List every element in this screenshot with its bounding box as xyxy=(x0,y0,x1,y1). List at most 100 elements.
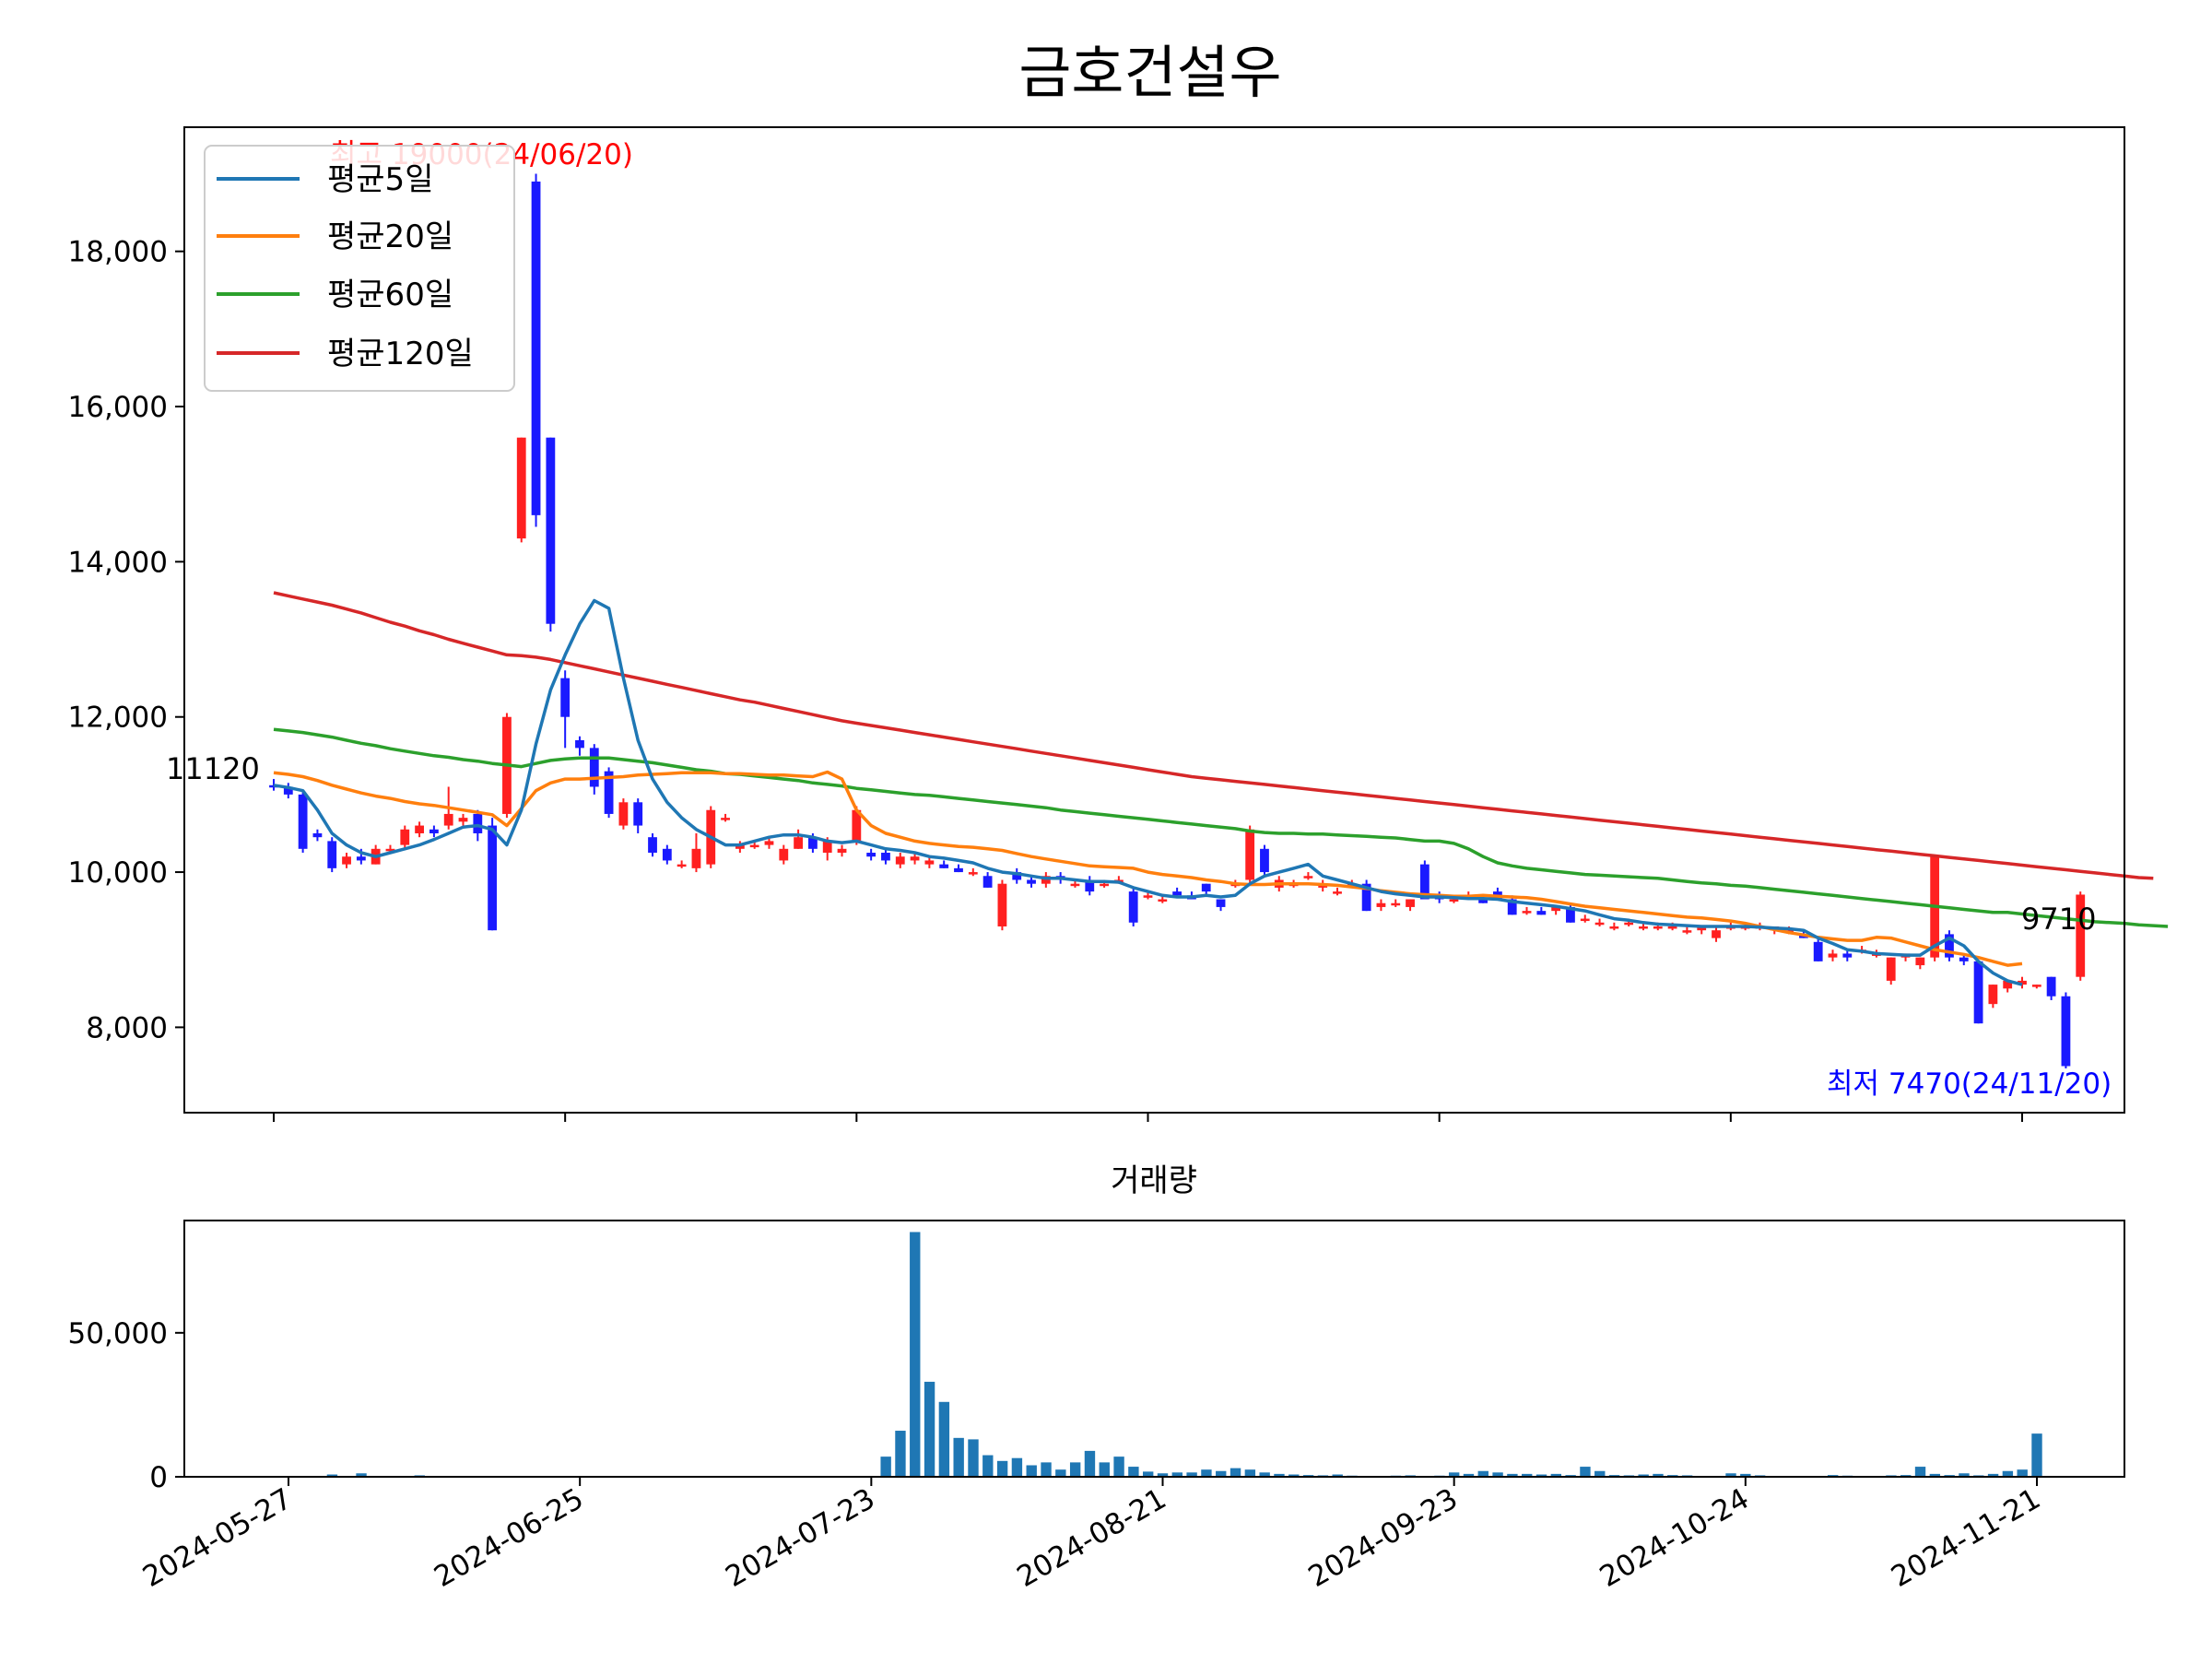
candle-body xyxy=(458,818,468,822)
volume-bar xyxy=(1244,1469,1256,1477)
price-x-axis-ticks xyxy=(273,1113,2023,1122)
volume-x-axis: 2024-05-27 2024-06-25 2024-07-23 2024-08-21… xyxy=(137,1477,2046,1594)
volume-bar xyxy=(2017,1469,2028,1477)
volume-bar xyxy=(1026,1465,1037,1477)
candle-body xyxy=(1886,957,1896,981)
date-tick-label: 2024-08-21 xyxy=(1011,1482,1171,1594)
candle-body xyxy=(1449,899,1459,902)
volume-bar xyxy=(1463,1473,1475,1477)
candle-body xyxy=(1580,918,1590,922)
candle-body xyxy=(1070,883,1080,887)
date-tick-label: 2024-06-25 xyxy=(429,1482,589,1594)
candle-body xyxy=(997,883,1007,926)
candle-body xyxy=(516,437,526,539)
candle-body xyxy=(1478,899,1488,903)
date-tick-label: 2024-05-27 xyxy=(137,1482,298,1594)
volume-y-tick-label: 50,000 xyxy=(68,1317,168,1350)
candle-body xyxy=(1391,902,1401,906)
candle-body xyxy=(1639,926,1648,929)
moving-average-lines xyxy=(273,591,2169,986)
volume-bar xyxy=(1274,1473,1285,1477)
candle-body xyxy=(968,872,978,875)
candle-body xyxy=(1697,926,1707,931)
candle-body xyxy=(1143,895,1153,898)
candle-body xyxy=(662,848,672,861)
volume-bar xyxy=(1535,1474,1547,1477)
candle-body xyxy=(1333,891,1342,894)
volume-bar xyxy=(910,1232,921,1477)
chart-title: 금호건설우 xyxy=(1018,39,1281,106)
volume-bar xyxy=(2031,1433,2042,1477)
candle-body xyxy=(1027,879,1036,884)
candle-body xyxy=(1712,930,1721,938)
legend-label-ma120: 평균120일 xyxy=(327,336,474,372)
first-close-label: 11120 xyxy=(166,751,260,786)
volume-bar xyxy=(1332,1474,1343,1477)
candle-body xyxy=(531,181,541,515)
candle-body xyxy=(327,841,337,868)
candle-body xyxy=(1201,883,1211,892)
candle-body xyxy=(429,829,439,833)
price-y-tick-label: 12,000 xyxy=(68,702,168,735)
candle-body xyxy=(1100,883,1109,887)
candle-body xyxy=(312,832,323,838)
date-tick-label: 2024-09-23 xyxy=(1303,1482,1464,1594)
volume-bar xyxy=(1580,1467,1591,1477)
volume-bar xyxy=(1011,1457,1023,1477)
candle-body xyxy=(1216,899,1226,907)
volume-bar xyxy=(1725,1473,1736,1477)
date-tick-label: 2024-07-23 xyxy=(720,1482,880,1594)
candle-body xyxy=(735,844,745,849)
volume-plot-frame xyxy=(183,1220,2125,1478)
candle-body xyxy=(1624,922,1634,926)
price-y-tick-label: 8,000 xyxy=(86,1011,168,1044)
volume-bar xyxy=(1055,1469,1066,1477)
candle-body xyxy=(1551,906,1561,912)
volume-bar xyxy=(356,1473,367,1477)
volume-bar xyxy=(1448,1472,1460,1477)
volume-bar xyxy=(1128,1467,1139,1477)
candle-body xyxy=(1536,911,1547,915)
candle-body xyxy=(1653,926,1663,929)
candle-body xyxy=(560,678,571,717)
candle-body xyxy=(1507,899,1517,915)
candle-body xyxy=(298,794,308,849)
candle-body xyxy=(546,437,556,624)
volume-bar xyxy=(895,1431,906,1477)
price-y-tick-label: 18,000 xyxy=(68,236,168,269)
line-ma120 xyxy=(273,591,2154,880)
candle-body xyxy=(808,837,818,849)
candle-body xyxy=(443,813,453,826)
volume-bar xyxy=(1638,1474,1649,1477)
price-y-axis: 8,000 10,000 12,000 14,000 16,000 18,000 xyxy=(68,236,184,1044)
volume-bar xyxy=(996,1460,1008,1477)
candle-body xyxy=(1973,961,1983,1024)
volume-bar xyxy=(1143,1471,1154,1477)
candle-body xyxy=(2003,980,2013,989)
volume-bar xyxy=(1477,1470,1488,1477)
candle-body xyxy=(2061,996,2071,1067)
candle-body xyxy=(1828,953,1838,958)
candle-body xyxy=(1376,902,1386,907)
candle-body xyxy=(1522,911,1532,914)
candle-body xyxy=(648,837,657,854)
candle-body xyxy=(910,856,920,861)
candle-body xyxy=(794,837,804,849)
candle-body xyxy=(415,825,424,833)
candle-body xyxy=(2046,976,2056,997)
line-ma20 xyxy=(273,770,2023,967)
volume-bar xyxy=(982,1455,994,1477)
candle-body xyxy=(1012,872,1022,880)
candle-body xyxy=(1158,899,1168,902)
candle-body xyxy=(1303,876,1313,879)
volume-bar xyxy=(1914,1467,1926,1477)
candle-body xyxy=(721,818,730,820)
legend-box xyxy=(204,145,515,392)
candle-body xyxy=(604,771,614,814)
candle-body xyxy=(749,844,759,848)
candle-body xyxy=(385,848,395,852)
candle-body xyxy=(895,856,905,865)
candle-body xyxy=(1419,864,1430,900)
